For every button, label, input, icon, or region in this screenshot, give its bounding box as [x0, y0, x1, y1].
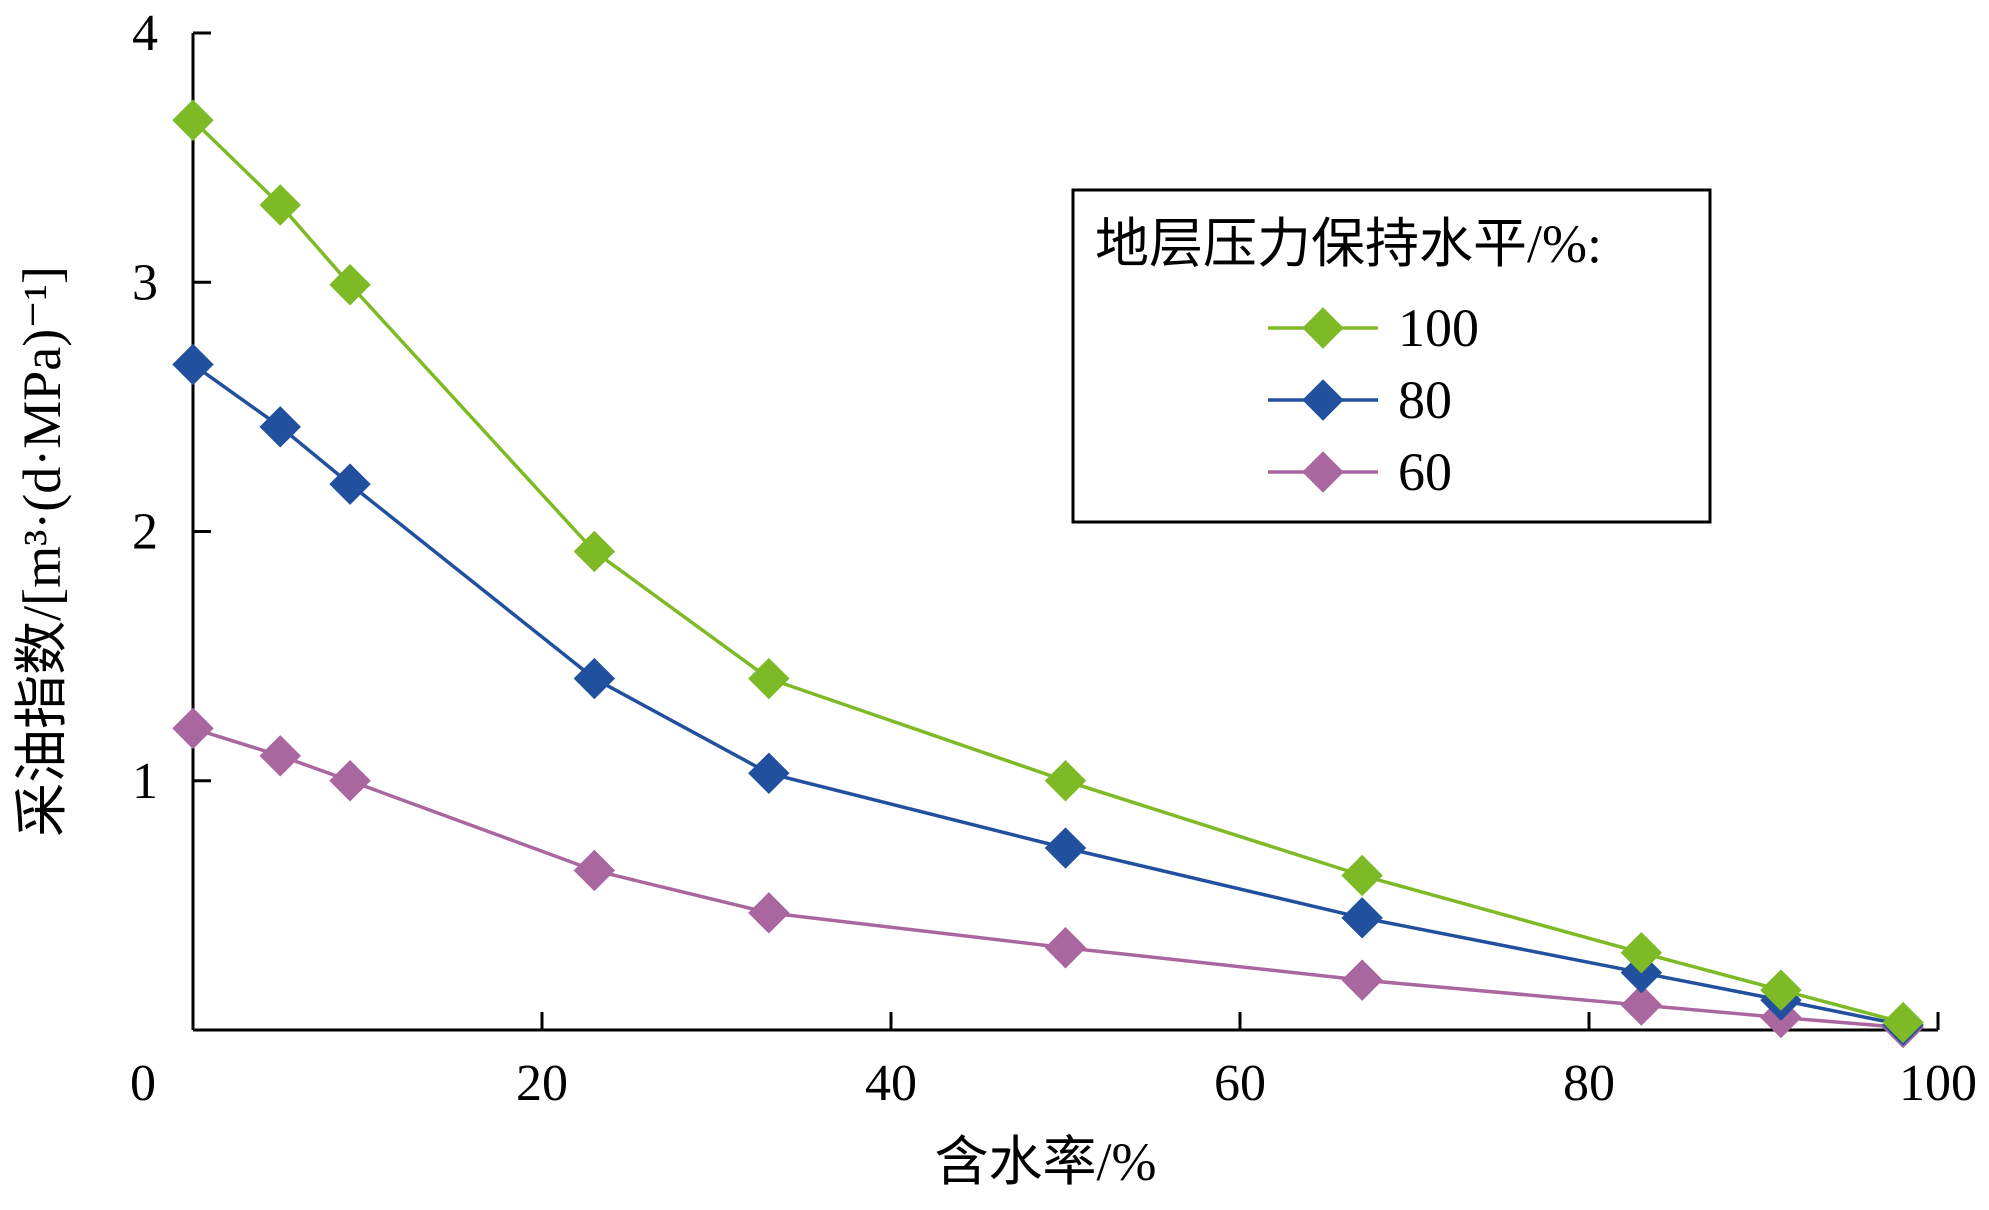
data-point — [329, 463, 371, 505]
legend-box — [1071, 188, 1712, 524]
legend-marker — [1302, 451, 1344, 493]
data-point — [748, 752, 790, 794]
x-tick-label: 40 — [865, 1055, 917, 1112]
series-line — [192, 726, 1904, 1030]
data-point — [259, 406, 301, 448]
legend-label: 60 — [1398, 442, 1452, 502]
legend-item-80: 80 — [1268, 370, 1452, 430]
data-point — [329, 760, 371, 802]
data-point — [259, 735, 301, 777]
data-point — [1044, 827, 1087, 869]
data-point — [573, 530, 616, 573]
data-point — [1044, 927, 1087, 969]
data-point — [1620, 932, 1663, 974]
legend-label: 100 — [1398, 298, 1479, 358]
data-point — [748, 657, 790, 700]
y-axis-title: 采油指数/[m³·(d·MPa)⁻¹] — [12, 266, 72, 837]
data-point — [1760, 969, 1802, 1011]
y-tick-label: 1 — [132, 753, 158, 810]
series-line — [191, 118, 1904, 1025]
legend-label: 80 — [1398, 370, 1452, 430]
x-axis-title: 含水率/% — [935, 1132, 1157, 1192]
data-point — [1044, 760, 1087, 802]
y-tick-label: 2 — [132, 504, 158, 561]
data-point — [172, 343, 214, 386]
legend-item-60: 60 — [1268, 442, 1452, 502]
legend-marker — [1302, 307, 1344, 349]
data-point — [748, 892, 790, 934]
data-point — [172, 99, 214, 141]
legend: 地层压力保持水平/%: 100 80 60 — [1071, 188, 1712, 524]
legend-item-100: 100 — [1268, 298, 1479, 358]
data-point — [573, 849, 616, 892]
data-point — [1620, 984, 1663, 1026]
data-point — [1341, 897, 1383, 939]
data-point — [1341, 854, 1383, 897]
data-point — [172, 707, 214, 750]
series-line — [191, 363, 1904, 1027]
data-point — [1882, 1001, 1924, 1044]
x-tick-label: 100 — [1899, 1055, 1977, 1112]
x-tick-label: 20 — [516, 1055, 568, 1112]
data-point — [1341, 959, 1383, 1001]
x-tick-label: 0 — [130, 1055, 156, 1112]
x-tick-label: 80 — [1563, 1055, 1615, 1112]
legend-marker — [1302, 379, 1344, 421]
data-point — [573, 657, 616, 700]
data-point — [259, 184, 301, 226]
series-100 — [172, 99, 1924, 1044]
y-tick-label: 3 — [132, 254, 158, 311]
series — [172, 99, 1924, 1049]
legend-items: 100 80 60 — [1268, 298, 1479, 502]
x-tick-label: 60 — [1214, 1055, 1266, 1112]
y-tick-label: 4 — [132, 5, 158, 62]
data-point — [329, 264, 371, 306]
legend-title: 地层压力保持水平/%: — [1095, 214, 1602, 274]
